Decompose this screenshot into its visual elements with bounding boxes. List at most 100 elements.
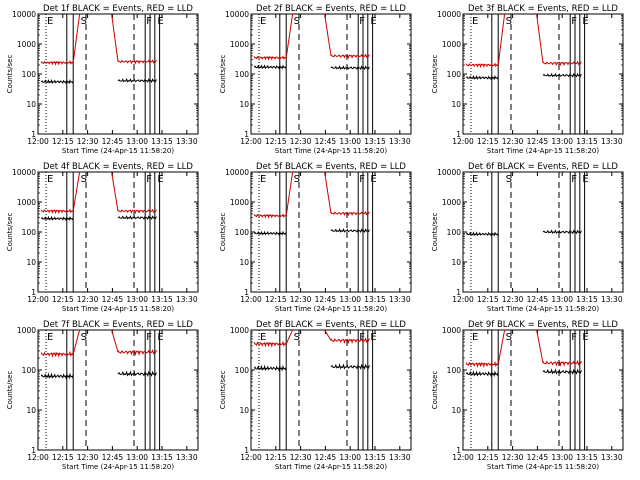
panel-det-1: Det 1f BLACK = Events, RED = LLD 1 10 100 10… xyxy=(6,4,199,155)
y-tick-label: 100 xyxy=(235,366,250,375)
flag-label: F xyxy=(359,174,365,185)
flag-label: F xyxy=(571,16,577,27)
y-tick-label: 10 xyxy=(239,100,249,109)
series-events-segment xyxy=(465,74,499,81)
x-tick-label: 12:45 xyxy=(315,295,337,304)
y-tick-label: 1 xyxy=(31,288,36,297)
y-tick-label: 10000 xyxy=(225,10,249,19)
series-lld-rise xyxy=(72,13,81,63)
y-axis-label: Counts/sec xyxy=(6,213,14,252)
x-tick-label: 13:15 xyxy=(576,295,598,304)
x-tick-label: 12:00 xyxy=(452,453,474,462)
x-axis-label: Start Time (24-Apr-15 11:58:20) xyxy=(487,463,599,471)
plot-frame xyxy=(462,13,624,135)
series-lld-rise xyxy=(324,13,332,56)
series-lld-segment xyxy=(40,60,74,66)
series-events-segment xyxy=(117,215,157,221)
x-tick-label: 13:15 xyxy=(151,295,173,304)
flag-label: F xyxy=(146,332,152,343)
x-tick-label: 12:15 xyxy=(477,295,499,304)
y-axis-label: Counts/sec xyxy=(6,371,14,410)
y-axis-label: Counts/sec xyxy=(219,371,227,410)
series-lld-segment xyxy=(117,208,157,215)
x-tick-label: 12:30 xyxy=(290,453,312,462)
y-tick-label: 10 xyxy=(239,258,249,267)
x-tick-label: 12:15 xyxy=(52,295,74,304)
x-tick-label: 12:15 xyxy=(477,453,499,462)
series-lld-rise xyxy=(324,171,332,214)
x-axis-label: Start Time (24-Apr-15 11:58:20) xyxy=(275,463,387,471)
panel-title: Det 1f BLACK = Events, RED = LLD xyxy=(43,4,193,14)
plot-frame xyxy=(462,329,624,451)
series-lld-rise xyxy=(497,13,506,66)
series-lld-segment xyxy=(542,359,582,367)
x-axis-label: Start Time (24-Apr-15 11:58:20) xyxy=(62,147,174,155)
x-tick-label: 13:30 xyxy=(176,295,198,304)
x-tick-label: 12:45 xyxy=(102,137,124,146)
x-tick-label: 12:45 xyxy=(527,453,549,462)
x-tick-label: 13:15 xyxy=(576,137,598,146)
series-events-segment xyxy=(40,372,74,380)
series-lld-rise xyxy=(285,329,294,345)
panel-det-6: Det 6f BLACK = Events, RED = LLD 1 10 100 10… xyxy=(431,162,624,313)
flag-label: S xyxy=(81,174,87,185)
y-tick-label: 10 xyxy=(26,406,36,415)
flag-label: E xyxy=(472,174,478,185)
y-tick-label: 1000 xyxy=(442,198,461,207)
series-events-segment xyxy=(40,215,74,222)
x-tick-label: 12:45 xyxy=(102,295,124,304)
panel-det-7: Det 7f BLACK = Events, RED = LLD 1 10 100 10… xyxy=(6,320,199,471)
x-tick-label: 13:30 xyxy=(389,137,411,146)
flag-label: E xyxy=(582,332,588,343)
x-tick-label: 13:00 xyxy=(339,137,361,146)
series-lld-rise xyxy=(111,13,119,62)
y-tick-label: 100 xyxy=(235,70,250,79)
x-tick-label: 12:15 xyxy=(477,137,499,146)
x-tick-label: 12:45 xyxy=(527,137,549,146)
series-events-segment xyxy=(330,363,370,370)
x-tick-label: 12:15 xyxy=(52,453,74,462)
x-axis-label: Start Time (24-Apr-15 11:58:20) xyxy=(62,305,174,313)
x-tick-label: 12:45 xyxy=(315,137,337,146)
series-lld-segment xyxy=(330,337,370,345)
y-tick-label: 1 xyxy=(456,130,461,139)
panel-title: Det 4f BLACK = Events, RED = LLD xyxy=(43,162,193,172)
flag-label: E xyxy=(47,16,53,27)
panel-title: Det 8f BLACK = Events, RED = LLD xyxy=(256,320,406,330)
y-tick-label: 10000 xyxy=(437,10,461,19)
x-tick-label: 13:15 xyxy=(364,137,386,146)
series-lld-segment xyxy=(465,62,499,69)
series-lld-rise xyxy=(497,329,506,365)
x-tick-label: 12:30 xyxy=(502,137,524,146)
x-tick-label: 13:30 xyxy=(389,453,411,462)
y-tick-label: 1 xyxy=(244,130,249,139)
y-tick-label: 10 xyxy=(26,258,36,267)
series-events-segment xyxy=(330,228,370,234)
flag-label: F xyxy=(571,332,577,343)
x-tick-label: 12:30 xyxy=(502,295,524,304)
y-tick-label: 1000 xyxy=(442,40,461,49)
panel-title: Det 5f BLACK = Events, RED = LLD xyxy=(256,162,406,172)
y-axis-label: Counts/sec xyxy=(219,55,227,94)
y-tick-label: 100 xyxy=(22,366,37,375)
series-lld-segment xyxy=(330,210,370,217)
panel-title: Det 7f BLACK = Events, RED = LLD xyxy=(43,320,193,330)
series-lld-rise xyxy=(536,329,544,364)
panel-det-4: Det 4f BLACK = Events, RED = LLD 1 10 100 10… xyxy=(6,162,199,313)
panel-det-9: Det 9f BLACK = Events, RED = LLD 1 10 100 10… xyxy=(431,320,624,471)
x-axis-label: Start Time (24-Apr-15 11:58:20) xyxy=(487,305,599,313)
y-tick-label: 1 xyxy=(456,446,461,455)
y-axis-label: Counts/sec xyxy=(431,55,439,94)
x-tick-label: 12:00 xyxy=(27,137,49,146)
flag-label: E xyxy=(157,174,163,185)
series-lld-segment xyxy=(40,350,74,358)
y-tick-label: 1000 xyxy=(230,40,249,49)
x-tick-label: 13:15 xyxy=(151,137,173,146)
series-lld-rise xyxy=(72,171,81,212)
x-axis-label: Start Time (24-Apr-15 11:58:20) xyxy=(275,147,387,155)
series-events-segment xyxy=(542,368,582,375)
x-tick-label: 13:00 xyxy=(126,137,148,146)
y-tick-label: 10 xyxy=(26,100,36,109)
series-lld-segment xyxy=(330,53,370,59)
